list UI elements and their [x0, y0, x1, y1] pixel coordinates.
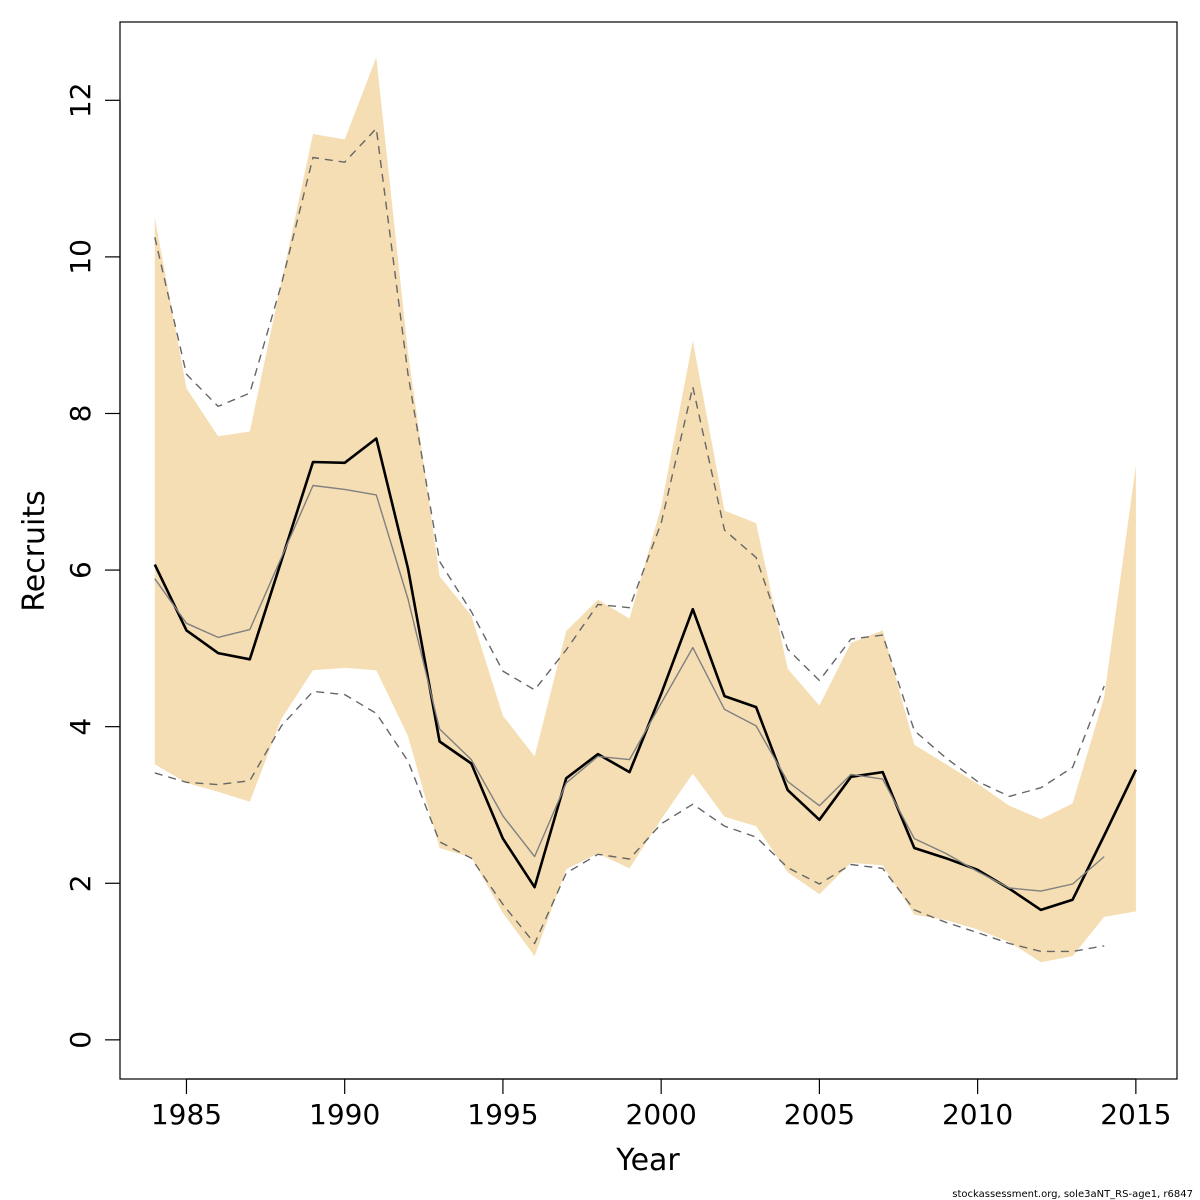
- confidence-band: [154, 57, 1136, 963]
- confidence-band-layer: [154, 57, 1136, 963]
- y-tick-label: 6: [64, 561, 97, 579]
- previous-lower-ci-line: [154, 690, 1105, 953]
- y-tick-label: 4: [64, 718, 97, 736]
- y-tick-label: 8: [64, 405, 97, 423]
- x-tick-label: 1985: [151, 1098, 222, 1131]
- x-tick-label: 1995: [467, 1098, 538, 1131]
- x-axis: 1985 1990 1995 2000 2005 2010 2015: [151, 1078, 1171, 1131]
- y-tick-label: 2: [64, 874, 97, 892]
- previous-estimate-line: [154, 484, 1105, 892]
- series-layer: [153, 127, 1138, 953]
- x-tick-label: 2015: [1100, 1098, 1171, 1131]
- y-tick-label: 0: [64, 1031, 97, 1049]
- y-tick-label: 12: [64, 82, 97, 118]
- x-tick-label: 2000: [626, 1098, 697, 1131]
- y-tick-label: 10: [64, 239, 97, 275]
- y-axis: 0 2 4 6 8 10 12: [64, 82, 121, 1049]
- x-tick-label: 2010: [942, 1098, 1013, 1131]
- y-axis-title: Recruits: [17, 490, 52, 612]
- x-axis-title: Year: [615, 1143, 680, 1178]
- x-tick-label: 1990: [309, 1098, 380, 1131]
- footer-caption: stockassessment.org, sole3aNT_RS-age1, r…: [952, 1189, 1193, 1200]
- x-tick-label: 2005: [784, 1098, 855, 1131]
- previous-upper-ci-line: [154, 127, 1105, 798]
